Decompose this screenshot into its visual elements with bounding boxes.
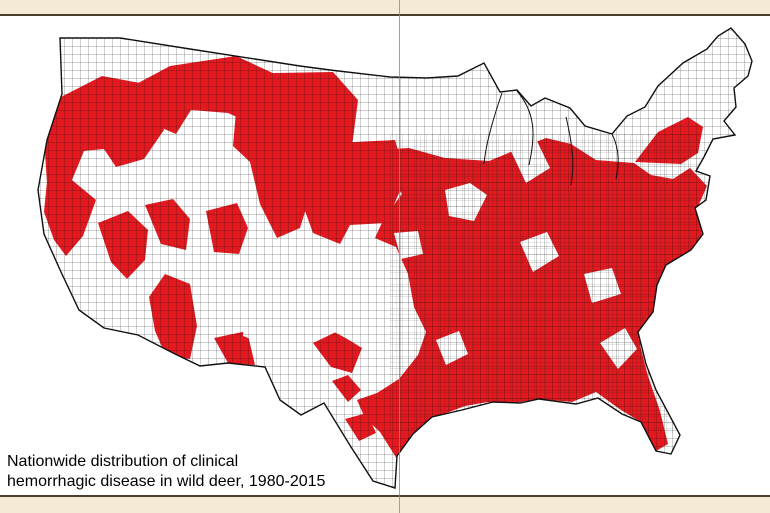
center-fold-line	[399, 0, 400, 513]
us-county-map	[37, 27, 753, 489]
map-caption: Nationwide distribution of clinical hemo…	[7, 452, 367, 492]
caption-line-1: Nationwide distribution of clinical	[7, 453, 239, 470]
county-shading-layer	[38, 28, 752, 488]
caption-line-2: hemorrhagic disease in wild deer, 1980-2…	[7, 473, 326, 490]
